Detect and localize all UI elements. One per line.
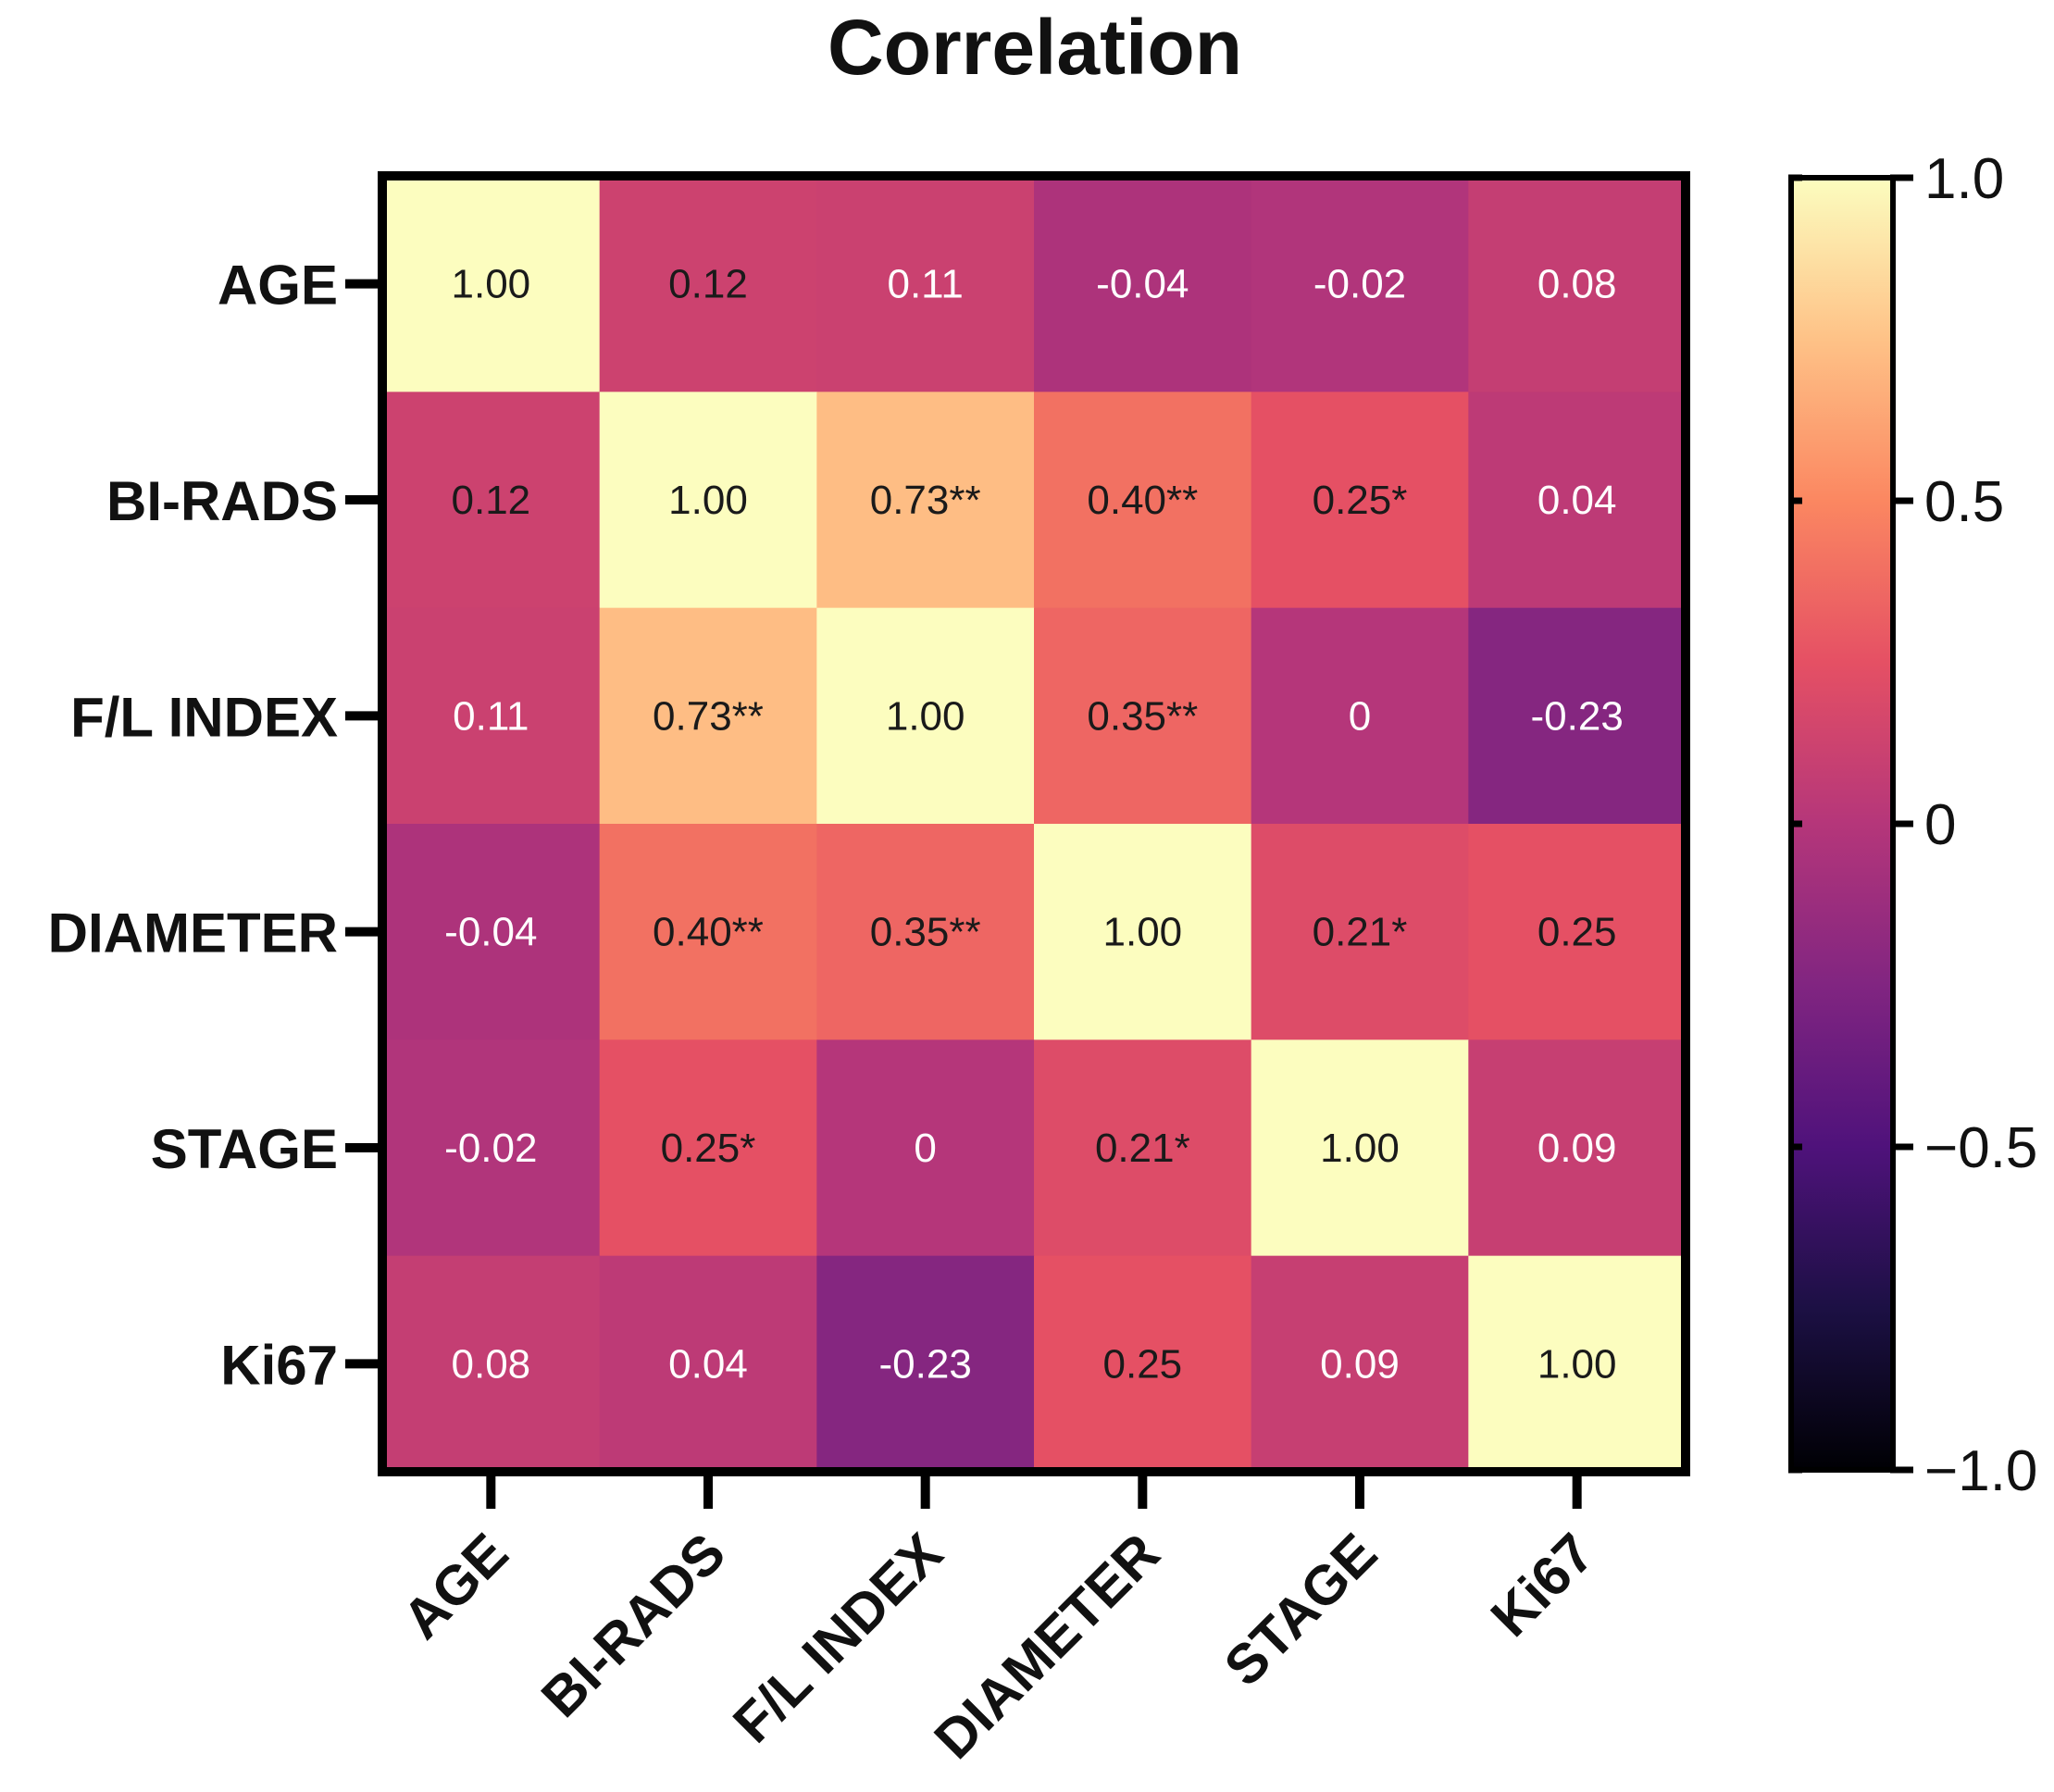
cell-value-r1-c4: -0.04 [1096,262,1189,307]
cell-value-r2-c3: 0.73** [870,478,981,523]
colorbar-tick-label: 1.0 [1924,147,2004,211]
cell-value-r3-c4: 0.35** [1087,693,1198,739]
cell-value-r4-c2: 0.40** [653,910,764,955]
cell-value-r2-c2: 1.00 [668,478,748,523]
cell-value-r1-c2: 0.12 [668,262,748,307]
heatmap-cell-r5-c5 [1251,1039,1469,1257]
cell-value-r3-c3: 1.00 [886,693,965,739]
row-label: DIAMETER [48,902,338,964]
cell-value-r5-c2: 0.25* [661,1126,756,1171]
colorbar-tick-label: −0.5 [1924,1116,2037,1180]
row-label: BI-RADS [106,470,338,532]
row-label: F/L INDEX [70,686,338,748]
heatmap-cell-r4-c5 [1251,824,1469,1040]
cell-value-r1-c6: 0.08 [1537,262,1617,307]
colorbar-tick-label: −1.0 [1924,1439,2037,1503]
heatmap-cell-r3-c6 [1468,607,1687,825]
heatmap-cell-r1-c1 [382,176,601,392]
heatmap-cell-r6-c5 [1251,1255,1469,1473]
cell-value-r2-c5: 0.25* [1313,478,1408,523]
cell-value-r3-c5: 0 [1349,693,1371,739]
heatmap-cell-r5-c2 [599,1039,817,1257]
cell-value-r1-c3: 0.11 [887,262,963,307]
chart-title: Correlation [828,4,1242,91]
cell-value-r5-c5: 1.00 [1320,1126,1400,1171]
heatmap-cell-r2-c3 [816,392,1035,609]
heatmap-frame [378,171,1690,1476]
heatmap-cell-r2-c2 [599,392,817,609]
heatmap-cell-r6-c4 [1034,1255,1252,1473]
heatmap-cell-r3-c2 [599,607,817,825]
cell-value-r4-c1: -0.04 [444,910,537,955]
heatmap-cell-r1-c4 [1034,176,1252,392]
heatmap-cell-r1-c5 [1251,176,1469,392]
cell-value-r3-c2: 0.73** [653,693,764,739]
cell-value-r6-c2: 0.04 [668,1341,748,1387]
heatmap-cell-r1-c6 [1468,176,1687,392]
heatmap-cell-r4-c3 [816,824,1035,1040]
cell-value-r1-c5: -0.02 [1313,262,1406,307]
cell-value-r5-c4: 0.21* [1095,1126,1190,1171]
colorbar-tick-label: 0 [1924,793,1956,857]
column-label: F/L INDEX [721,1522,954,1755]
column-label: STAGE [1213,1522,1388,1698]
cell-value-r4-c3: 0.35** [870,910,981,955]
cell-value-r5-c1: -0.02 [444,1126,537,1171]
heatmap-cell-r2-c5 [1251,392,1469,609]
cell-value-r2-c6: 0.04 [1537,478,1617,523]
cell-value-r3-c6: -0.23 [1531,693,1624,739]
cell-value-r1-c1: 1.00 [452,262,531,307]
cell-value-r6-c1: 0.08 [452,1341,531,1387]
heatmap-cell-r4-c4 [1034,824,1252,1040]
heatmap-cell-r5-c3 [816,1039,1035,1257]
heatmap-cell-r3-c5 [1251,607,1469,825]
row-label: Ki67 [220,1334,338,1396]
colorbar-ticks: 1.0 0.5 0 −0.5 −1.0 [1788,147,2037,1503]
cell-value-r3-c1: 0.11 [453,693,529,739]
heatmap-cells: 1.00 0.12 0.11 -0.04 -0.02 0.08 0.12 1.00 0.73**… [382,176,1687,1473]
column-label: AGE [391,1522,519,1650]
heatmap-cell-r2-c1 [382,392,601,609]
heatmap-cell-r4-c1 [382,824,601,1040]
heatmap-cell-r2-c4 [1034,392,1252,609]
cell-value-r2-c4: 0.40** [1087,478,1198,523]
heatmap-cell-r1-c2 [599,176,817,392]
heatmap-cell-r6-c2 [599,1255,817,1473]
heatmap-cell-r3-c1 [382,607,601,825]
cell-value-r4-c6: 0.25 [1537,910,1617,955]
cell-value-r5-c6: 0.09 [1537,1126,1617,1171]
cell-value-r6-c5: 0.09 [1320,1341,1400,1387]
cell-value-r6-c6: 1.00 [1537,1341,1617,1387]
heatmap-cell-r4-c2 [599,824,817,1040]
heatmap-cell-r3-c4 [1034,607,1252,825]
heatmap-cell-r1-c3 [816,176,1035,392]
column-label: BI-RADS [529,1522,737,1729]
heatmap-cell-r5-c4 [1034,1039,1252,1257]
heatmap-cell-r6-c1 [382,1255,601,1473]
heatmap-cell-r4-c6 [1468,824,1687,1040]
column-label: Ki67 [1479,1522,1606,1649]
heatmap-cell-r6-c3 [816,1255,1035,1473]
row-label: AGE [218,255,338,317]
heatmap-cell-r3-c3 [816,607,1035,825]
colorbar [1788,175,1896,1473]
cell-value-r4-c4: 1.00 [1103,910,1183,955]
cell-value-r6-c3: -0.23 [879,1341,972,1387]
column-label: DIAMETER [923,1522,1172,1771]
cell-value-r5-c3: 0 [914,1126,936,1171]
heatmap-cell-r6-c6 [1468,1255,1687,1473]
row-labels: AGE BI-RADS F/L INDEX DIAMETER STAGE Ki67 [48,255,382,1396]
cell-value-r4-c5: 0.21* [1313,910,1408,955]
cell-value-r2-c1: 0.12 [452,478,531,523]
colorbar-tick-label: 0.5 [1924,470,2004,534]
row-label: STAGE [151,1118,338,1180]
heatmap-cell-r5-c6 [1468,1039,1687,1257]
heatmap-cell-r2-c6 [1468,392,1687,609]
heatmap-cell-r5-c1 [382,1039,601,1257]
cell-value-r6-c4: 0.25 [1103,1341,1183,1387]
